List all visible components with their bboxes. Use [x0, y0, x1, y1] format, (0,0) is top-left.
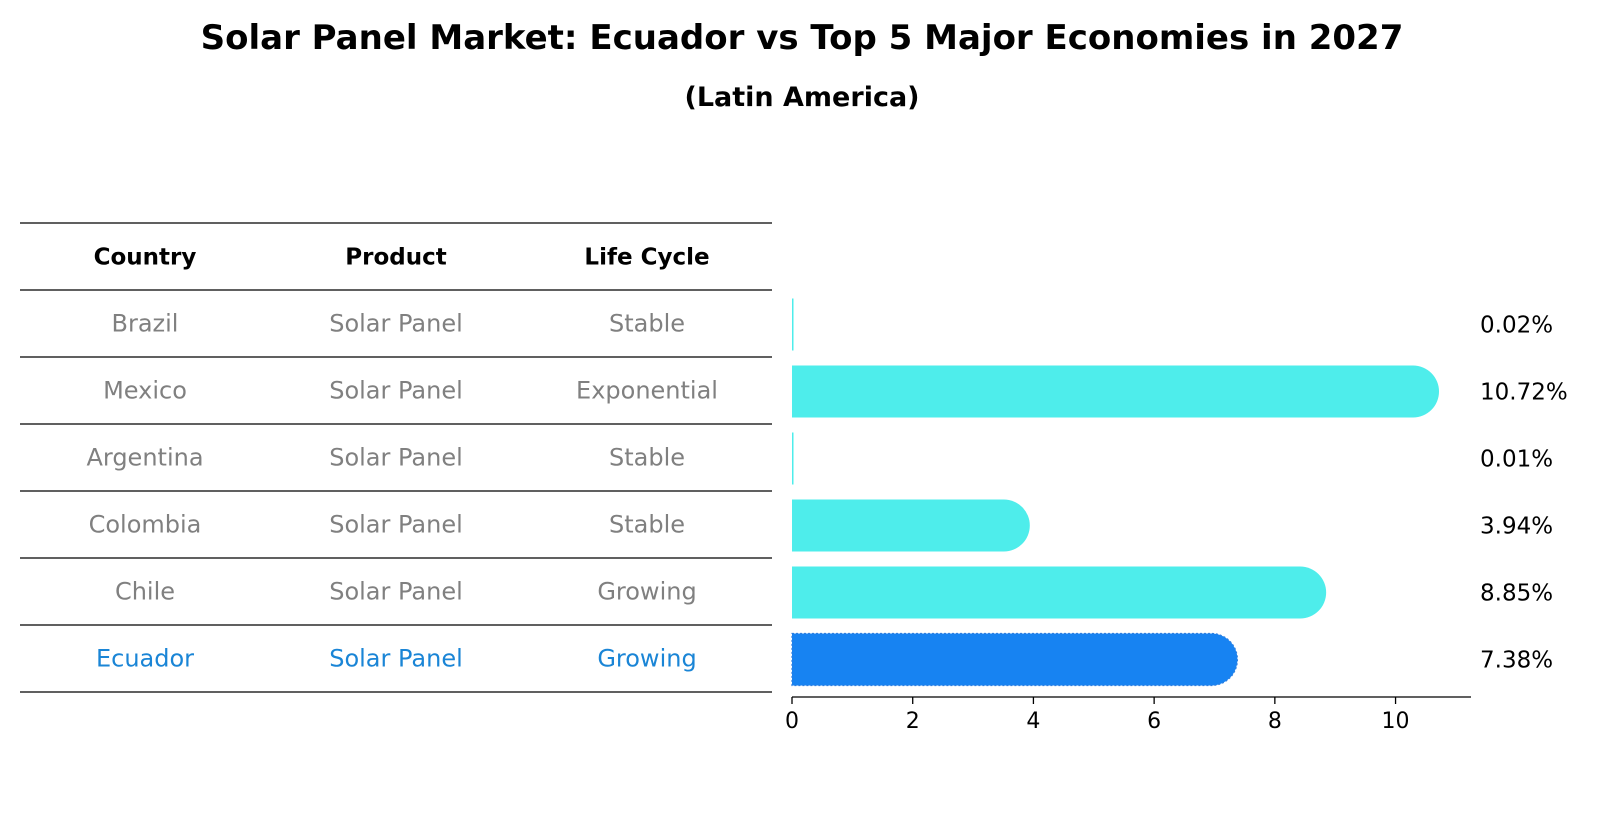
- table-header-product: Product: [345, 245, 446, 271]
- bar-argentina: [792, 432, 794, 485]
- table-cell-life-cycle: Growing: [597, 578, 696, 606]
- bar-value-label: 10.72%: [1480, 380, 1568, 406]
- x-tick-label: 8: [1268, 709, 1282, 734]
- bar-brazil: [792, 298, 794, 351]
- x-tick-label: 6: [1147, 709, 1161, 734]
- table-cell-country: Chile: [115, 578, 175, 606]
- table-header-life-cycle: Life Cycle: [584, 245, 709, 271]
- bar-value-label: 0.02%: [1480, 313, 1553, 339]
- bar-chart: 0.02% 10.72% 0.01% 3.94% 8.85% 7.38%: [791, 298, 1568, 687]
- table-header-country: Country: [94, 245, 197, 271]
- table-cell-product: Solar Panel: [329, 511, 463, 539]
- table-cell-product: Solar Panel: [329, 310, 463, 338]
- bar-value-label: 7.38%: [1480, 648, 1553, 674]
- bar-chile: [792, 566, 1327, 619]
- table-cell-product: Solar Panel: [329, 377, 463, 405]
- bar-colombia: [792, 499, 1030, 552]
- table-cell-country: Ecuador: [96, 645, 194, 673]
- table-cell-country: Colombia: [89, 511, 202, 539]
- x-axis: 0 2 4 6 8 10: [785, 696, 1471, 734]
- table-cell-country: Brazil: [112, 310, 179, 338]
- bar-value-label: 0.01%: [1480, 447, 1553, 473]
- table-cell-product: Solar Panel: [329, 578, 463, 606]
- table-cell-country: Argentina: [86, 444, 203, 472]
- x-tick-label: 0: [785, 709, 799, 734]
- chart-title: Solar Panel Market: Ecuador vs Top 5 Maj…: [200, 18, 1404, 58]
- table-cell-life-cycle: Stable: [609, 511, 685, 539]
- table-cell-country: Mexico: [103, 377, 187, 405]
- bar-ecuador: [792, 633, 1238, 686]
- table-cell-life-cycle: Stable: [609, 444, 685, 472]
- x-tick-label: 2: [906, 709, 920, 734]
- bar-value-label: 8.85%: [1480, 581, 1553, 607]
- x-tick-label: 4: [1026, 709, 1040, 734]
- table-cell-life-cycle: Growing: [597, 645, 696, 673]
- table-cell-life-cycle: Exponential: [576, 377, 718, 405]
- table: Country Product Life Cycle Brazil Solar Pane…: [20, 222, 772, 693]
- bar-highlight-outline: [791, 632, 1239, 687]
- table-cell-life-cycle: Stable: [609, 310, 685, 338]
- table-cell-product: Solar Panel: [329, 645, 463, 673]
- chart-subtitle: (Latin America): [684, 82, 920, 113]
- bar-mexico: [791, 365, 1440, 418]
- x-tick-label: 10: [1382, 709, 1410, 734]
- bar-value-label: 3.94%: [1480, 514, 1553, 540]
- table-cell-product: Solar Panel: [329, 444, 463, 472]
